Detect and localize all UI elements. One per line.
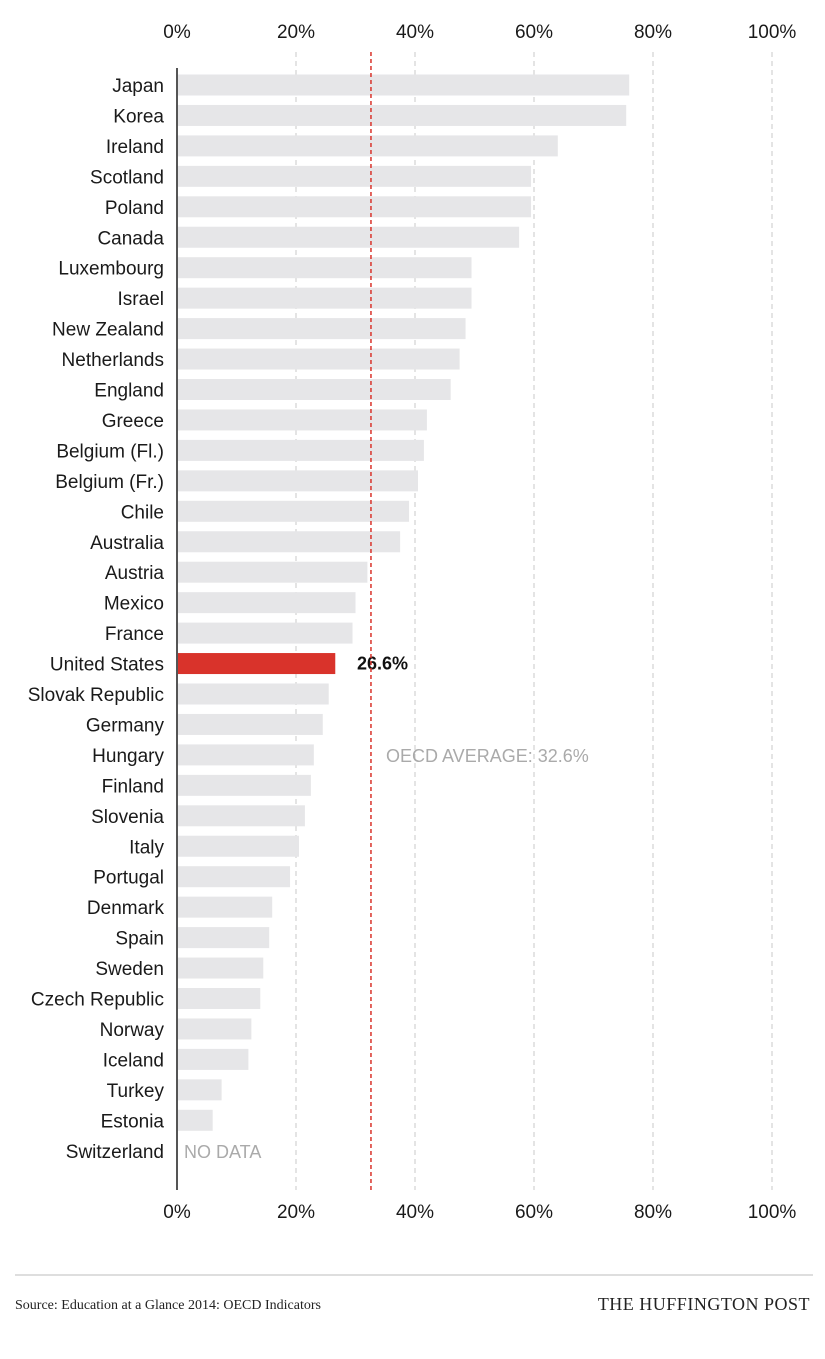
data-label: 26.6%: [357, 654, 408, 674]
no-data-label: NO DATA: [184, 1142, 261, 1162]
bar: [177, 348, 460, 370]
category-label: Mexico: [104, 594, 164, 615]
category-label: Slovenia: [91, 807, 164, 828]
bar: [177, 1048, 249, 1070]
x-tick-label-top: 60%: [515, 22, 553, 43]
category-label: Spain: [115, 929, 164, 950]
category-label: Norway: [100, 1020, 165, 1041]
x-tick-label-top: 40%: [396, 22, 434, 43]
category-label: Netherlands: [62, 350, 164, 371]
bar: [177, 196, 532, 218]
category-label: Czech Republic: [31, 990, 164, 1011]
oecd-average-label: OECD AVERAGE: 32.6%: [386, 746, 589, 766]
category-label: Belgium (Fl.): [56, 441, 164, 462]
bar: [177, 592, 356, 614]
category-label: Australia: [90, 533, 164, 554]
category-label: Italy: [129, 837, 164, 858]
bar: [177, 653, 336, 675]
x-tick-label-bottom: 40%: [396, 1202, 434, 1223]
source-note: Source: Education at a Glance 2014: OECD…: [15, 1298, 321, 1313]
bar: [177, 1079, 222, 1101]
x-tick-label-bottom: 60%: [515, 1202, 553, 1223]
category-label: Scotland: [90, 167, 164, 188]
bar: [177, 226, 520, 248]
brand-logo-text: THE HUFFINGTON POST: [597, 1294, 810, 1314]
bar: [177, 896, 273, 918]
category-label: Luxembourg: [58, 259, 164, 280]
bar: [177, 379, 451, 400]
bar: [177, 257, 472, 279]
bar: [177, 622, 353, 644]
category-label: England: [94, 381, 164, 402]
category-label: Ireland: [106, 137, 164, 158]
category-label: Canada: [97, 228, 164, 249]
bar: [177, 409, 427, 431]
bar: [177, 531, 401, 553]
category-label: Slovak Republic: [28, 685, 164, 706]
category-label: Estonia: [101, 1111, 165, 1132]
bar: [177, 1109, 213, 1131]
category-label: Poland: [105, 198, 164, 219]
category-label: Japan: [112, 76, 164, 97]
category-label: Switzerland: [66, 1142, 164, 1163]
category-label: New Zealand: [52, 320, 164, 341]
bar-chart: 0% 0% 20% 20% 40% 40% 60% 60% 80% 80% 100% 100% Japa…: [28, 22, 797, 1223]
bar: [177, 835, 299, 857]
bar: [177, 500, 410, 522]
bar: [177, 927, 270, 949]
bar: [177, 866, 291, 888]
category-label: Sweden: [95, 959, 164, 980]
bar: [177, 1018, 252, 1040]
category-label: Denmark: [87, 898, 165, 919]
x-tick-label-bottom: 80%: [634, 1202, 672, 1223]
bar: [177, 287, 472, 309]
category-label: Iceland: [103, 1050, 164, 1071]
category-label: United States: [50, 655, 164, 676]
bar: [177, 318, 466, 340]
x-tick-label-top: 80%: [634, 22, 672, 43]
bar: [177, 135, 558, 157]
bar: [177, 744, 314, 766]
category-label: Chile: [121, 502, 164, 523]
category-label: Belgium (Fr.): [55, 472, 164, 493]
bar: [177, 805, 305, 827]
category-label: France: [105, 624, 164, 645]
category-label: Finland: [102, 776, 164, 797]
bar: [177, 988, 261, 1009]
x-tick-label-top: 0%: [163, 22, 191, 43]
category-label: Germany: [86, 715, 165, 736]
category-label: Hungary: [92, 746, 164, 767]
bar: [177, 74, 630, 96]
bar: [177, 683, 329, 705]
bar: [177, 439, 424, 461]
category-label: Israel: [118, 289, 164, 310]
bar: [177, 957, 264, 979]
x-tick-label-top: 20%: [277, 22, 315, 43]
bar: [177, 470, 418, 492]
x-tick-label-bottom: 0%: [163, 1202, 191, 1223]
category-label: Austria: [105, 563, 165, 584]
x-tick-label-bottom: 100%: [748, 1202, 797, 1223]
category-label: Portugal: [93, 868, 164, 889]
bar: [177, 165, 532, 187]
x-tick-label-bottom: 20%: [277, 1202, 315, 1223]
x-tick-label-top: 100%: [748, 22, 797, 43]
bar: [177, 104, 627, 126]
category-label: Korea: [113, 106, 164, 127]
footer-divider: [15, 1274, 813, 1276]
category-label: Greece: [102, 411, 164, 432]
bar: [177, 561, 368, 583]
bar: [177, 713, 323, 735]
bar: [177, 774, 311, 796]
category-label: Turkey: [107, 1081, 165, 1102]
